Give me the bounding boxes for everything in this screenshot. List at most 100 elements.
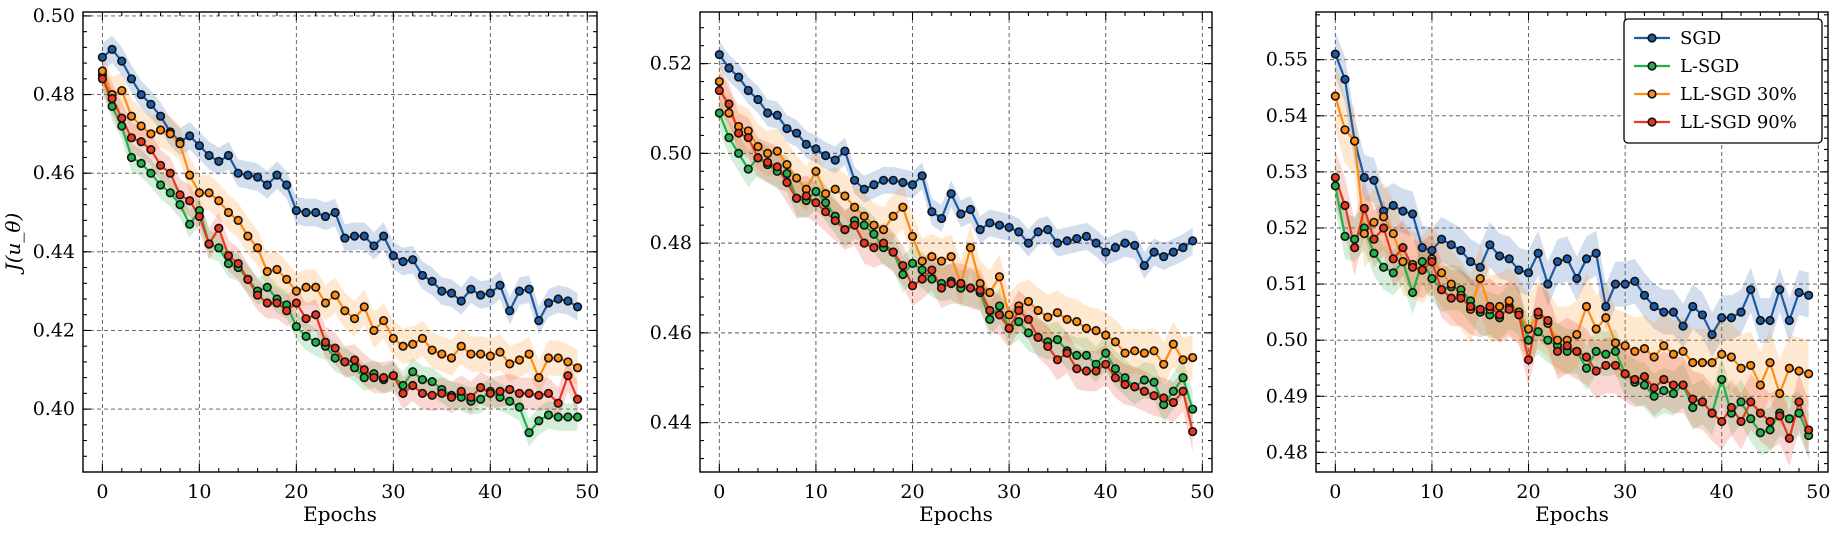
- y-tick-label: 0.54: [1266, 105, 1308, 127]
- data-point: [117, 86, 127, 96]
- data-point: [1504, 254, 1514, 264]
- data-point: [1456, 245, 1466, 256]
- x-tick-label: 20: [1516, 481, 1540, 503]
- data-point: [514, 402, 525, 412]
- data-point: [1610, 338, 1621, 348]
- data-point: [1649, 383, 1659, 393]
- data-point: [975, 285, 985, 295]
- data-point: [888, 175, 898, 185]
- data-point: [301, 207, 311, 218]
- data-point: [349, 231, 360, 241]
- data-point: [927, 207, 937, 217]
- data-point: [107, 101, 117, 111]
- data-point: [1139, 375, 1149, 385]
- data-point: [398, 388, 408, 398]
- data-point: [1755, 315, 1765, 326]
- data-point: [330, 353, 340, 363]
- data-point: [1504, 304, 1514, 314]
- legend-entry: SGD: [1634, 28, 1721, 49]
- data-point: [1668, 307, 1679, 317]
- data-point: [330, 290, 340, 300]
- confidence-band: [102, 35, 578, 335]
- data-point: [1581, 363, 1592, 373]
- data-point: [985, 218, 995, 228]
- data-point: [476, 394, 486, 404]
- x-tick-label: 20: [900, 481, 924, 503]
- data-point: [1649, 301, 1659, 312]
- data-point: [859, 211, 869, 221]
- data-point: [1159, 359, 1169, 369]
- axes-frame: [1315, 11, 1829, 473]
- data-point: [936, 283, 947, 293]
- data-point: [417, 388, 428, 398]
- data-point: [1688, 394, 1698, 404]
- data-point: [1514, 265, 1524, 275]
- data-point: [311, 337, 321, 347]
- data-point: [1620, 341, 1630, 351]
- data-point: [1794, 366, 1804, 376]
- x-tick-label: 10: [804, 481, 828, 503]
- data-point: [1736, 307, 1746, 317]
- data-point: [743, 164, 753, 174]
- data-point: [1062, 348, 1072, 358]
- data-point: [301, 314, 311, 324]
- data-point: [1456, 293, 1466, 303]
- data-point: [1572, 329, 1582, 340]
- confidence-band: [102, 61, 578, 447]
- x-tick-label: 40: [1094, 481, 1118, 503]
- x-tick-label: 0: [713, 481, 725, 503]
- data-point: [1784, 433, 1794, 443]
- data-point: [379, 231, 389, 241]
- data-point: [1101, 330, 1111, 340]
- x-axis-label: Epochs: [919, 502, 993, 526]
- data-point: [859, 238, 869, 248]
- data-point: [898, 269, 908, 280]
- y-tick-label: 0.42: [33, 319, 75, 341]
- data-point: [194, 188, 204, 198]
- data-point: [437, 349, 447, 359]
- data-point: [1359, 228, 1369, 239]
- data-point: [543, 353, 554, 363]
- data-point: [446, 392, 457, 402]
- data-point: [573, 363, 583, 373]
- data-point: [1062, 236, 1072, 246]
- data-point: [724, 108, 734, 118]
- data-point: [956, 278, 966, 289]
- data-point: [1746, 360, 1756, 371]
- y-axis-label: J(u_θ): [1, 213, 25, 276]
- data-point: [1408, 209, 1418, 219]
- x-tick-label: 40: [1710, 481, 1734, 503]
- data-point: [446, 353, 457, 363]
- data-point: [194, 141, 204, 151]
- data-point: [1388, 228, 1398, 239]
- y-tick-label: 0.48: [33, 84, 75, 106]
- data-point: [1668, 388, 1679, 399]
- data-point: [1178, 355, 1188, 365]
- data-point: [734, 128, 744, 138]
- data-point: [772, 162, 782, 172]
- x-tick-label: 40: [478, 481, 502, 503]
- ticks: [699, 12, 1212, 472]
- data-point: [917, 171, 927, 181]
- data-point: [1427, 245, 1437, 256]
- data-point: [917, 256, 927, 266]
- data-point: [330, 207, 340, 218]
- data-point: [1359, 203, 1369, 213]
- data-point: [534, 416, 544, 426]
- x-tick-label: 50: [1806, 481, 1830, 503]
- data-point: [136, 89, 146, 100]
- x-tick-label: 30: [1613, 481, 1637, 503]
- legend-label: LL-SGD 90%: [1680, 112, 1797, 133]
- legend-label: L-SGD: [1680, 56, 1739, 77]
- data-point: [714, 108, 724, 118]
- data-point: [1052, 308, 1063, 318]
- data-point: [388, 251, 398, 261]
- data-point: [1562, 341, 1572, 351]
- data-point: [320, 298, 331, 308]
- data-point: [1475, 262, 1485, 272]
- data-point: [1379, 212, 1389, 222]
- data-point: [1755, 408, 1765, 418]
- data-point: [1436, 234, 1447, 244]
- data-point: [466, 284, 476, 294]
- data-point: [946, 251, 956, 262]
